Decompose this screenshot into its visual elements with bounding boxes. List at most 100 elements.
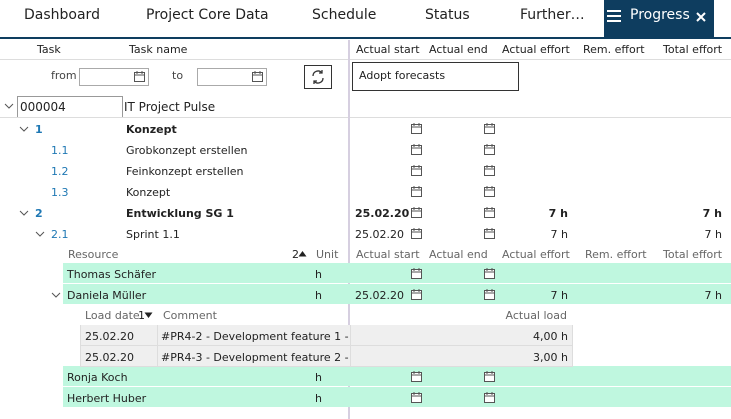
calendar-icon[interactable] <box>410 122 423 135</box>
chevron[interactable] <box>19 209 29 217</box>
separator <box>0 117 731 118</box>
tab[interactable]: Status <box>425 7 470 23</box>
calendar-icon[interactable] <box>410 143 423 156</box>
actual-effort: 7 h <box>549 207 568 220</box>
comment-header: Comment <box>163 309 217 322</box>
resource-name: Ronja Koch <box>67 371 128 384</box>
task-name: Entwicklung SG 1 <box>126 207 234 220</box>
calendar-icon[interactable] <box>483 391 496 404</box>
calendar-icon[interactable] <box>410 164 423 177</box>
calendar-icon[interactable] <box>410 370 423 383</box>
task-name: Konzept <box>126 123 177 136</box>
task-name: Sprint 1.1 <box>126 228 180 241</box>
column-header: Rem. effort <box>585 248 647 261</box>
column-header[interactable]: Actual end <box>429 43 488 56</box>
calendar-icon[interactable] <box>410 391 423 404</box>
resource-row[interactable] <box>63 366 731 386</box>
tab[interactable]: Further… <box>520 7 585 23</box>
resource-row[interactable] <box>63 387 731 407</box>
chevron[interactable] <box>4 102 14 110</box>
chevron[interactable] <box>51 291 61 299</box>
column-header[interactable]: Total effort <box>663 43 722 56</box>
calendar-icon[interactable] <box>483 370 496 383</box>
calendar-icon[interactable] <box>483 288 496 301</box>
column-header[interactable]: Actual effort <box>502 43 570 56</box>
unit-header: Unit <box>316 248 338 261</box>
column-header: Actual effort <box>502 248 570 261</box>
menu-icon[interactable] <box>606 9 622 23</box>
resource-name: Thomas Schäfer <box>67 268 156 281</box>
tab[interactable]: Schedule <box>312 7 376 23</box>
separator <box>0 59 731 60</box>
cell-border <box>157 346 158 367</box>
column-header[interactable]: Actual start <box>356 43 420 56</box>
resource-name: Daniela Müller <box>67 289 146 302</box>
actual-load-header: Actual load <box>506 309 567 322</box>
task-name: Feinkonzept erstellen <box>126 165 244 178</box>
calendar-icon[interactable] <box>410 288 423 301</box>
column-header: Actual start <box>356 248 420 261</box>
column-header[interactable]: Task <box>37 43 61 56</box>
task-id: 1.3 <box>51 186 69 199</box>
cell-border <box>350 325 351 346</box>
column-header[interactable]: Task name <box>129 43 187 56</box>
calendar-icon[interactable] <box>483 267 496 280</box>
calendar-icon[interactable] <box>483 206 496 219</box>
calendar-icon[interactable] <box>410 185 423 198</box>
column-header: Total effort <box>663 248 722 261</box>
load-date: 25.02.20 <box>85 330 134 343</box>
project-id: 000004 <box>20 100 66 114</box>
calendar-icon[interactable] <box>410 206 423 219</box>
calendar-icon[interactable] <box>251 70 264 83</box>
tab[interactable]: Project Core Data <box>146 7 269 23</box>
actual-load: 4,00 h <box>533 330 568 343</box>
sort-desc-icon[interactable] <box>144 312 153 319</box>
resource-unit: h <box>315 371 322 384</box>
load-comment: #PR4-3 - Development feature 2 - <box>161 351 349 364</box>
from-label: from <box>51 69 77 82</box>
calendar-icon[interactable] <box>483 122 496 135</box>
actual-load: 3,00 h <box>533 351 568 364</box>
load-date-header: Load date <box>85 309 140 322</box>
chevron[interactable] <box>35 230 45 238</box>
task-id: 2 <box>35 207 43 220</box>
load-header <box>80 304 572 326</box>
task-id: 1.2 <box>51 165 69 178</box>
total-effort: 7 h <box>703 207 722 220</box>
resource-unit: h <box>315 289 322 302</box>
resource-unit: h <box>315 392 322 405</box>
load-comment: #PR4-2 - Development feature 1 - <box>161 330 349 343</box>
task-name: Konzept <box>126 186 170 199</box>
refresh-button[interactable] <box>304 65 332 89</box>
load-date: 25.02.20 <box>85 351 134 364</box>
project-name: IT Project Pulse <box>124 100 215 114</box>
sort-asc-icon[interactable] <box>298 250 307 257</box>
calendar-icon[interactable] <box>483 185 496 198</box>
calendar-icon[interactable] <box>410 267 423 280</box>
calendar-icon[interactable] <box>483 227 496 240</box>
tab[interactable]: Dashboard <box>24 7 100 23</box>
resource-name: Herbert Huber <box>67 392 146 405</box>
actual-effort: 7 h <box>551 228 568 241</box>
resource-header: Resource <box>68 248 118 261</box>
column-header[interactable]: Rem. effort <box>583 43 645 56</box>
calendar-icon[interactable] <box>133 70 146 83</box>
actual-start: 25.02.20 <box>355 228 404 241</box>
close-icon[interactable] <box>695 11 707 23</box>
task-id: 2.1 <box>51 228 69 241</box>
actual-effort: 7 h <box>551 289 568 302</box>
calendar-icon[interactable] <box>483 143 496 156</box>
adopt-forecasts-label[interactable]: Adopt forecasts <box>359 69 445 82</box>
task-name: Grobkonzept erstellen <box>126 144 247 157</box>
calendar-icon[interactable] <box>483 164 496 177</box>
total-effort: 7 h <box>705 228 722 241</box>
column-header: Actual end <box>429 248 488 261</box>
tab[interactable]: Progress <box>630 7 690 23</box>
resource-row[interactable] <box>63 263 731 283</box>
task-id: 1 <box>35 123 43 136</box>
chevron[interactable] <box>19 125 29 133</box>
refresh-icon <box>305 66 331 88</box>
calendar-icon[interactable] <box>410 227 423 240</box>
to-label: to <box>172 69 183 82</box>
